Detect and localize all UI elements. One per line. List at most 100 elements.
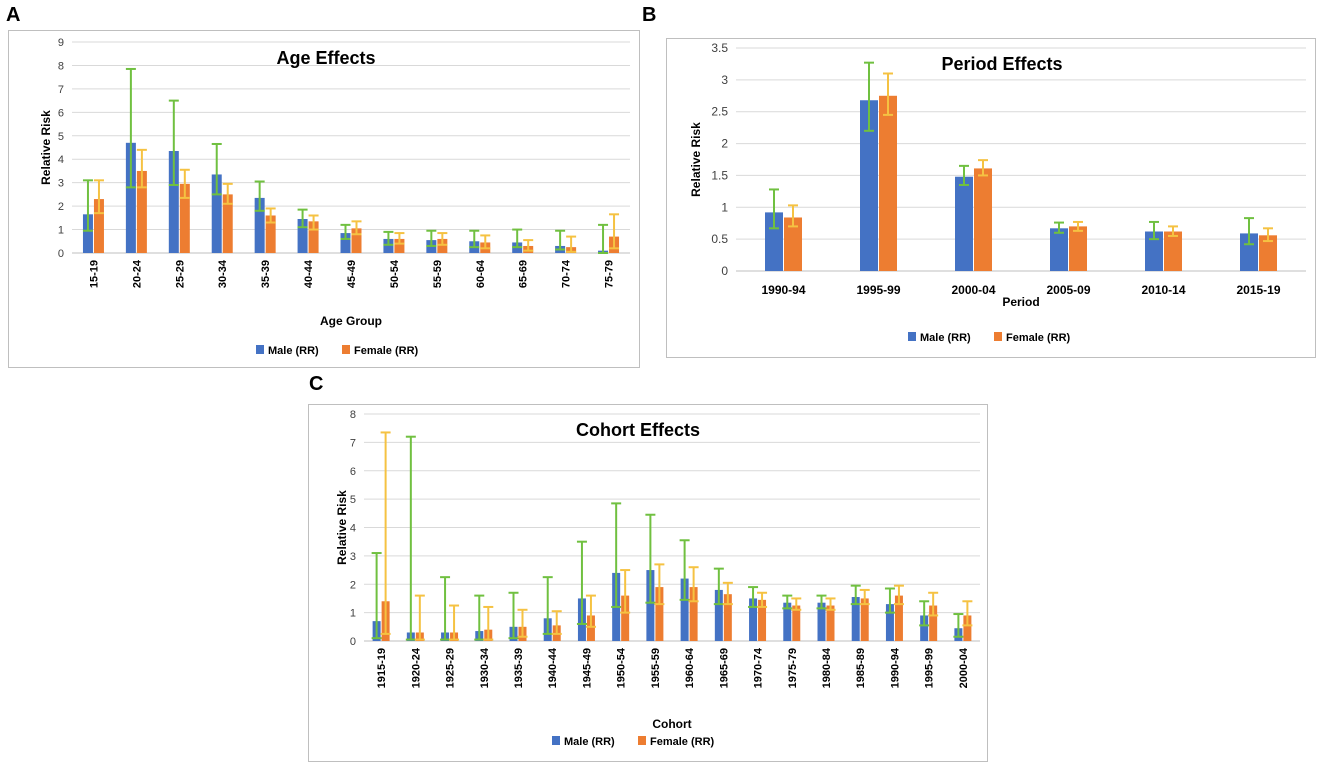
y-tick-label: 3 [58,178,64,190]
x-tick-label: 1955-59 [650,648,662,688]
bar-male [1145,231,1163,271]
x-tick-label: 1990-94 [889,647,901,688]
chart-title: Period Effects [941,54,1062,74]
y-tick-label: 6 [58,107,64,119]
bar-female [136,170,147,253]
legend-label-female: Female (RR) [1006,332,1071,344]
y-tick-label: 0 [58,248,64,260]
bar-male [680,578,689,641]
bar-male [340,233,351,253]
x-tick-label: 65-69 [518,260,530,288]
x-tick-label: 2010-14 [1141,283,1185,297]
x-tick-label: 1980-84 [821,647,833,688]
x-tick-label: 40-44 [303,259,315,288]
bar-female [1069,226,1087,271]
bar-female [655,587,664,641]
x-axis-label: Cohort [652,717,691,731]
bar-male [851,597,860,641]
bar-female [723,594,732,641]
legend-swatch-female [638,736,646,745]
legend-label-male: Male (RR) [920,332,971,344]
x-tick-label: 50-54 [389,259,401,288]
x-tick-label: 2000-04 [958,647,970,688]
x-tick-label: 1925-29 [445,648,457,688]
x-tick-label: 1995-99 [856,283,900,297]
y-axis-label: Relative Risk [39,110,53,185]
x-tick-label: 1995-99 [924,648,936,688]
x-tick-label: 35-39 [260,260,272,288]
bar-female [1164,231,1182,271]
bar-female [860,598,869,641]
legend-label-male: Male (RR) [268,345,319,357]
bar-female [351,228,362,253]
x-tick-label: 1970-74 [753,647,765,688]
bar-male [168,151,179,253]
bar-male [211,174,222,253]
legend-swatch-female [342,345,350,354]
age-effects-chart: 0 1 2 3 4 5 6 7 8 9 Age Effects Relative Risk 15-19 2… [8,30,640,368]
bar-female [437,238,448,253]
cohort-effects-chart: 0 1 2 3 4 5 6 7 8 Cohort Effects Relative Risk 1915… [308,404,988,762]
y-tick-label: 1 [58,225,64,237]
bar-female [689,587,698,641]
y-tick-label: 1 [350,608,356,620]
bar-male [82,214,93,253]
bar-male [1240,233,1258,271]
bar-female [792,605,801,641]
legend-swatch-female [994,332,1002,341]
bar-male [1050,228,1068,271]
legend-label-female: Female (RR) [650,736,715,748]
bar-male [254,197,265,253]
bar-female [265,215,276,253]
x-tick-label: 1930-34 [479,647,491,688]
panel-label-b: B [642,4,657,26]
legend-label-male: Male (RR) [564,736,615,748]
period-effects-chart: 0 0.5 1 1.5 2 2.5 3 3.5 Period Effects Relative R… [666,38,1316,358]
x-tick-label: 1985-89 [855,648,867,688]
x-tick-label: 1965-69 [718,648,730,688]
legend-swatch-male [256,345,264,354]
x-axis-label: Age Group [320,314,382,328]
x-tick-label: 15-19 [88,260,100,288]
y-tick-label: 9 [58,37,64,49]
y-tick-label: 6 [350,466,356,478]
y-tick-label: 1 [721,200,728,214]
x-tick-label: 25-29 [174,260,186,288]
y-tick-label: 0.5 [711,232,728,246]
bar-male [860,100,878,271]
bar-female [784,217,802,271]
x-tick-label: 45-49 [346,260,358,288]
x-tick-label: 1950-54 [616,647,628,688]
legend-swatch-male [908,332,916,341]
bar-female [621,595,630,641]
y-axis-label: Relative Risk [689,122,703,197]
bar-female [963,615,972,641]
bar-female [879,95,897,272]
y-tick-label: 4 [58,154,64,166]
bar-female [758,599,767,641]
bar-male [646,570,655,641]
x-tick-label: 70-74 [561,259,573,288]
x-tick-label: 2000-04 [951,283,995,297]
legend-label-female: Female (RR) [354,345,419,357]
chart-title: Age Effects [276,48,375,68]
y-axis-label: Relative Risk [335,490,349,565]
x-tick-label: 2005-09 [1046,283,1090,297]
x-tick-label: 1920-24 [410,647,422,688]
y-tick-label: 5 [350,494,356,506]
bar-female [974,168,992,271]
x-tick-label: 2015-19 [1236,283,1280,297]
y-tick-label: 5 [58,131,64,143]
x-tick-label: 60-64 [475,259,487,288]
bar-female [826,605,835,641]
panel-label-a: A [6,4,21,26]
y-tick-label: 3.5 [711,41,728,55]
x-tick-label: 1990-94 [761,283,805,297]
bar-male [765,212,783,271]
x-tick-label: 55-59 [432,260,444,288]
bar-male [383,238,394,253]
bar-female [394,238,405,253]
y-tick-label: 3 [721,73,728,87]
bar-female [308,221,319,253]
x-axis-label: Period [1002,295,1039,309]
